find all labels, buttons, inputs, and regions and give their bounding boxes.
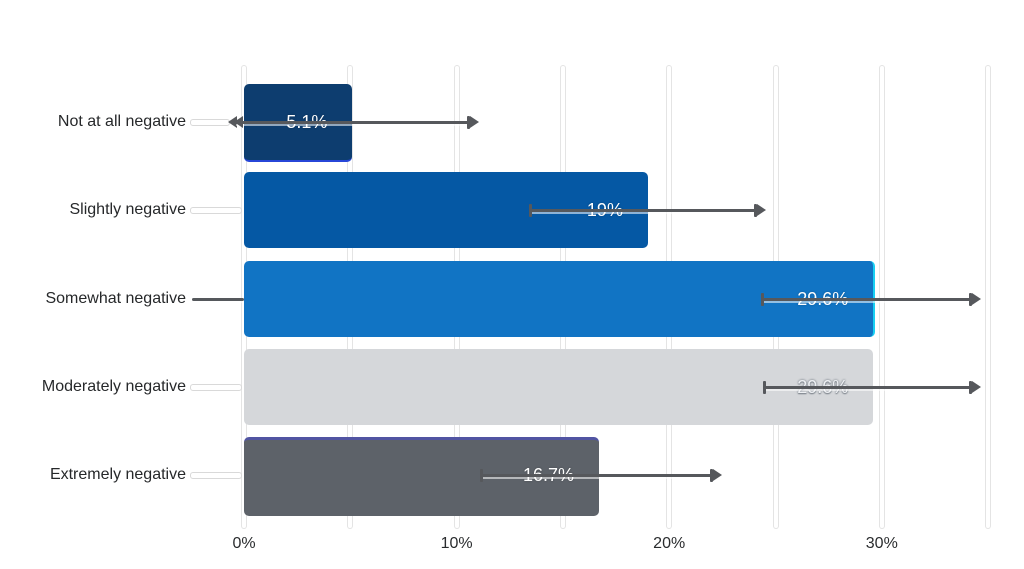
leader-arrow-icon bbox=[228, 116, 237, 128]
category-label-not-at-all-negative: Not at all negative bbox=[57, 113, 186, 130]
error-bar-cap bbox=[528, 204, 532, 217]
x-tick-label: 30% bbox=[865, 535, 898, 552]
error-bar bbox=[760, 298, 972, 301]
gridline bbox=[986, 66, 991, 528]
error-bar bbox=[528, 209, 757, 212]
category-label-moderately-negative: Moderately negative bbox=[41, 378, 186, 395]
error-bar-arrow-icon bbox=[972, 293, 982, 305]
error-bar-cap bbox=[762, 381, 766, 394]
label-leader-line bbox=[190, 207, 242, 214]
x-tick-label: 20% bbox=[653, 535, 686, 552]
error-bar bbox=[479, 474, 712, 477]
label-leader-line bbox=[190, 384, 242, 391]
error-bar-cap bbox=[969, 381, 973, 394]
category-label-slightly-negative: Slightly negative bbox=[69, 201, 186, 218]
x-tick-label: 10% bbox=[440, 535, 473, 552]
error-bar bbox=[244, 121, 470, 124]
error-bar-cap bbox=[709, 469, 713, 482]
error-bar-arrow-icon bbox=[757, 204, 767, 216]
label-leader-line bbox=[192, 298, 244, 301]
label-leader-line bbox=[190, 472, 242, 479]
gridline bbox=[879, 66, 884, 528]
label-leader-line bbox=[190, 119, 230, 126]
error-bar-cap bbox=[969, 293, 973, 306]
error-bar-cap bbox=[467, 116, 471, 129]
error-bar-arrow-icon bbox=[234, 116, 243, 128]
error-bar-cap bbox=[479, 469, 483, 482]
error-bar-arrow-icon bbox=[972, 381, 982, 393]
category-label-somewhat-negative: Somewhat negative bbox=[45, 290, 186, 307]
error-bar-cap bbox=[754, 204, 758, 217]
category-label-extremely-negative: Extremely negative bbox=[49, 466, 186, 483]
error-bar-cap bbox=[760, 293, 764, 306]
error-bar bbox=[762, 386, 972, 389]
x-tick-label: 0% bbox=[232, 535, 256, 552]
error-bar-arrow-icon bbox=[712, 469, 722, 481]
error-bar-arrow-icon bbox=[470, 116, 480, 128]
